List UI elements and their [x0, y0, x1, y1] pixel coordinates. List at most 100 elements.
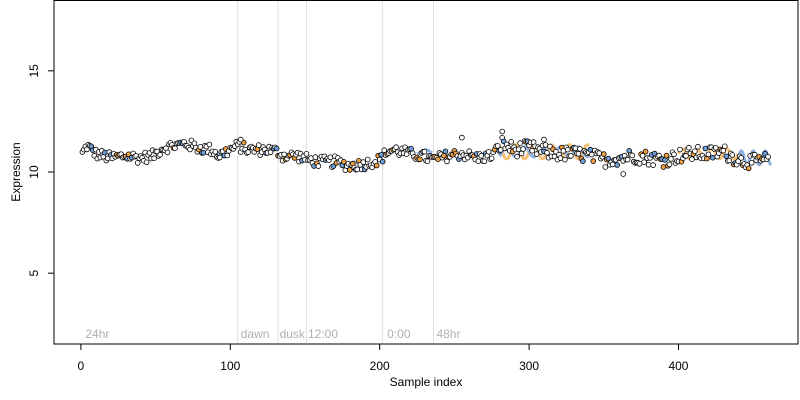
- data-point: [671, 151, 677, 158]
- data-point: [577, 146, 583, 152]
- data-point: [666, 161, 673, 168]
- data-point: [164, 149, 171, 156]
- x-tick-label: 200: [370, 359, 390, 373]
- y-tick-label: 10: [27, 165, 41, 179]
- time-annotation: 48hr: [436, 327, 460, 341]
- data-point: [723, 153, 730, 160]
- time-annotation: 0:00: [387, 327, 411, 341]
- plot-frame: [53, 0, 799, 345]
- x-tick-label: 300: [519, 359, 539, 373]
- data-point: [533, 151, 540, 157]
- data-point: [441, 153, 447, 159]
- data-point: [273, 145, 280, 152]
- data-point: [444, 158, 450, 165]
- data-point: [692, 148, 698, 155]
- data-point: [315, 163, 322, 169]
- data-point: [267, 149, 274, 156]
- data-point: [705, 151, 712, 158]
- data-point: [600, 151, 607, 157]
- data-point: [206, 141, 213, 148]
- data-point: [529, 147, 535, 154]
- data-point: [562, 156, 568, 163]
- data-point: [641, 159, 647, 165]
- time-annotation: dawn: [241, 327, 270, 341]
- data-point: [636, 161, 643, 167]
- data-point: [327, 154, 334, 161]
- data-point: [520, 146, 526, 152]
- data-point: [508, 139, 515, 145]
- data-point: [255, 142, 262, 148]
- data-point: [514, 153, 520, 160]
- x-axis: 0 100 200 300 400: [78, 344, 689, 373]
- data-point: [565, 146, 571, 153]
- data-point: [575, 151, 582, 157]
- data-point: [346, 167, 353, 173]
- data-point: [695, 143, 701, 150]
- data-point: [378, 152, 385, 158]
- data-point: [663, 152, 670, 159]
- data-point: [683, 153, 689, 159]
- data-point: [629, 152, 635, 159]
- data-point: [459, 134, 465, 141]
- x-tick-label: 100: [220, 359, 240, 373]
- data-point: [475, 158, 482, 165]
- data-point: [134, 160, 141, 166]
- data-point: [518, 150, 525, 157]
- data-point: [157, 151, 163, 158]
- data-point: [488, 155, 495, 162]
- data-point: [340, 159, 347, 165]
- y-axis: 5 10 15: [27, 64, 54, 277]
- data-point: [187, 146, 193, 153]
- data-point: [379, 158, 386, 165]
- time-annotations: 24hr dawn dusk 12:00 0:00 48hr: [85, 327, 460, 341]
- data-point: [668, 156, 674, 162]
- data-point: [303, 151, 310, 157]
- data-point: [624, 156, 631, 163]
- data-point: [143, 159, 150, 166]
- data-point: [515, 146, 522, 153]
- time-annotation: 12:00: [308, 327, 338, 341]
- data-point: [738, 155, 744, 161]
- time-annotation: 24hr: [85, 327, 109, 341]
- data-point: [237, 136, 244, 143]
- data-point: [151, 155, 157, 162]
- data-point: [605, 155, 612, 162]
- data-point: [417, 156, 423, 163]
- data-points: [79, 128, 771, 177]
- data-point: [650, 162, 656, 168]
- data-point: [197, 144, 204, 150]
- data-point: [660, 164, 667, 170]
- data-point: [360, 159, 367, 165]
- data-point: [517, 140, 523, 146]
- data-point: [312, 154, 319, 160]
- data-point: [721, 143, 728, 150]
- data-point: [245, 149, 252, 155]
- data-point: [424, 158, 431, 165]
- data-point: [497, 147, 504, 153]
- data-point: [745, 165, 752, 172]
- data-point: [587, 146, 594, 153]
- data-point: [709, 154, 716, 161]
- data-point: [403, 151, 410, 158]
- data-point: [224, 152, 231, 159]
- data-point: [726, 157, 733, 164]
- data-point: [689, 156, 695, 163]
- y-tick-label: 15: [27, 64, 41, 78]
- data-point: [381, 147, 388, 154]
- data-point: [212, 149, 219, 155]
- data-point: [568, 153, 574, 159]
- data-point: [544, 149, 550, 156]
- data-point: [172, 145, 178, 152]
- x-tick-label: 0: [78, 359, 85, 373]
- y-axis-label: Expression: [9, 142, 23, 201]
- data-point: [602, 164, 609, 170]
- y-tick-label: 5: [27, 270, 41, 277]
- data-point: [686, 144, 692, 151]
- data-point: [642, 148, 649, 155]
- data-point: [281, 151, 287, 158]
- data-point: [614, 162, 620, 168]
- data-point: [572, 145, 579, 152]
- data-point: [421, 148, 428, 155]
- vertical-markers: [237, 1, 434, 343]
- data-point: [442, 148, 449, 155]
